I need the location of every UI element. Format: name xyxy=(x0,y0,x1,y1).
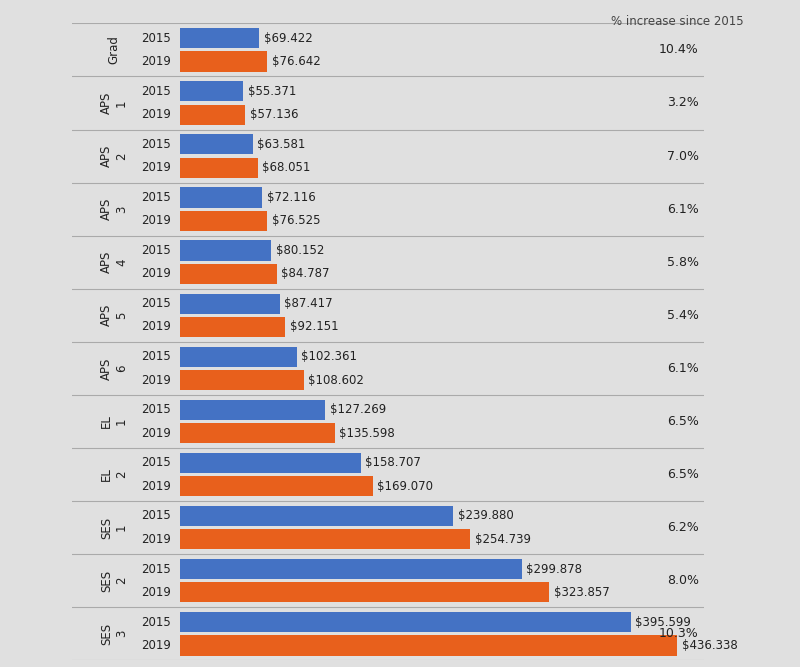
Text: 2019: 2019 xyxy=(141,108,171,121)
Text: 2019: 2019 xyxy=(141,267,171,280)
Text: $63.581: $63.581 xyxy=(257,138,306,151)
Text: 2015: 2015 xyxy=(142,616,171,628)
Text: $108.602: $108.602 xyxy=(309,374,364,387)
Text: $436.338: $436.338 xyxy=(682,639,738,652)
Text: $323.857: $323.857 xyxy=(554,586,610,599)
Text: SES
3: SES 3 xyxy=(100,623,128,645)
Text: $239.880: $239.880 xyxy=(458,510,514,522)
Text: $57.136: $57.136 xyxy=(250,108,298,121)
Text: $76.642: $76.642 xyxy=(272,55,321,68)
Text: 2015: 2015 xyxy=(142,32,171,45)
Text: $127.269: $127.269 xyxy=(330,404,386,416)
Bar xyxy=(180,476,373,496)
Text: SES
1: SES 1 xyxy=(100,516,128,539)
Text: 10.4%: 10.4% xyxy=(659,43,698,57)
Bar xyxy=(180,612,630,632)
Text: $87.417: $87.417 xyxy=(284,297,333,310)
Bar xyxy=(180,529,470,550)
Text: EL
1: EL 1 xyxy=(100,414,128,428)
Text: 2019: 2019 xyxy=(141,533,171,546)
Text: $84.787: $84.787 xyxy=(282,267,330,280)
Text: 2019: 2019 xyxy=(141,55,171,68)
Text: 2015: 2015 xyxy=(142,562,171,576)
Bar xyxy=(180,400,325,420)
Text: $92.151: $92.151 xyxy=(290,320,338,334)
Text: Grad: Grad xyxy=(108,35,121,64)
Text: $169.070: $169.070 xyxy=(378,480,434,493)
Text: 2019: 2019 xyxy=(141,427,171,440)
Bar xyxy=(180,105,246,125)
Text: % increase since 2015: % increase since 2015 xyxy=(611,15,744,27)
Text: APS
3: APS 3 xyxy=(100,198,128,220)
Text: 6.1%: 6.1% xyxy=(667,362,698,375)
Bar xyxy=(180,636,677,656)
Text: 6.5%: 6.5% xyxy=(667,468,698,481)
Text: $102.361: $102.361 xyxy=(302,350,358,364)
Bar xyxy=(180,51,267,71)
Text: 2015: 2015 xyxy=(142,350,171,364)
Text: $299.878: $299.878 xyxy=(526,562,582,576)
Bar xyxy=(180,582,549,602)
Text: 7.0%: 7.0% xyxy=(666,149,698,163)
Text: $72.116: $72.116 xyxy=(267,191,316,204)
Bar xyxy=(180,423,334,444)
Bar xyxy=(180,264,277,284)
Text: 2019: 2019 xyxy=(141,480,171,493)
Text: 10.3%: 10.3% xyxy=(659,627,698,640)
Text: 8.0%: 8.0% xyxy=(666,574,698,587)
Text: 2019: 2019 xyxy=(141,639,171,652)
Text: 2015: 2015 xyxy=(142,456,171,470)
Text: 6.2%: 6.2% xyxy=(667,521,698,534)
Text: 2015: 2015 xyxy=(142,138,171,151)
Text: 2015: 2015 xyxy=(142,244,171,257)
Text: 6.5%: 6.5% xyxy=(667,415,698,428)
Bar xyxy=(180,134,253,155)
Bar xyxy=(180,506,454,526)
Text: EL
2: EL 2 xyxy=(100,468,128,482)
Text: APS
2: APS 2 xyxy=(100,145,128,167)
Text: $395.599: $395.599 xyxy=(635,616,691,628)
Text: 2019: 2019 xyxy=(141,374,171,387)
Text: 2019: 2019 xyxy=(141,161,171,174)
Bar xyxy=(180,211,267,231)
Bar xyxy=(180,240,271,261)
Text: APS
4: APS 4 xyxy=(100,251,128,273)
Text: $55.371: $55.371 xyxy=(248,85,296,98)
Text: APS
6: APS 6 xyxy=(100,358,128,380)
Bar xyxy=(180,28,259,48)
Text: SES
2: SES 2 xyxy=(100,570,128,592)
Text: 2015: 2015 xyxy=(142,404,171,416)
Text: $69.422: $69.422 xyxy=(264,32,313,45)
Bar xyxy=(180,187,262,207)
Bar xyxy=(180,293,280,313)
Text: 5.4%: 5.4% xyxy=(667,309,698,321)
Text: APS
1: APS 1 xyxy=(100,92,128,114)
Bar xyxy=(180,347,297,367)
Text: 3.2%: 3.2% xyxy=(667,97,698,109)
Text: 2019: 2019 xyxy=(141,586,171,599)
Bar xyxy=(180,559,522,579)
Text: 2015: 2015 xyxy=(142,85,171,98)
Text: $254.739: $254.739 xyxy=(475,533,531,546)
Text: 2015: 2015 xyxy=(142,191,171,204)
Bar xyxy=(180,453,361,473)
Bar xyxy=(180,370,304,390)
Text: 2019: 2019 xyxy=(141,214,171,227)
Text: 2015: 2015 xyxy=(142,510,171,522)
Text: 2019: 2019 xyxy=(141,320,171,334)
Bar xyxy=(180,81,243,101)
Text: 5.8%: 5.8% xyxy=(666,255,698,269)
Text: 6.1%: 6.1% xyxy=(667,203,698,215)
Text: $76.525: $76.525 xyxy=(272,214,320,227)
Text: $135.598: $135.598 xyxy=(339,427,395,440)
Bar xyxy=(180,157,258,178)
Text: $158.707: $158.707 xyxy=(366,456,422,470)
Text: APS
5: APS 5 xyxy=(100,304,128,326)
Text: $68.051: $68.051 xyxy=(262,161,310,174)
Text: $80.152: $80.152 xyxy=(276,244,324,257)
Bar xyxy=(180,317,285,337)
Text: 2015: 2015 xyxy=(142,297,171,310)
